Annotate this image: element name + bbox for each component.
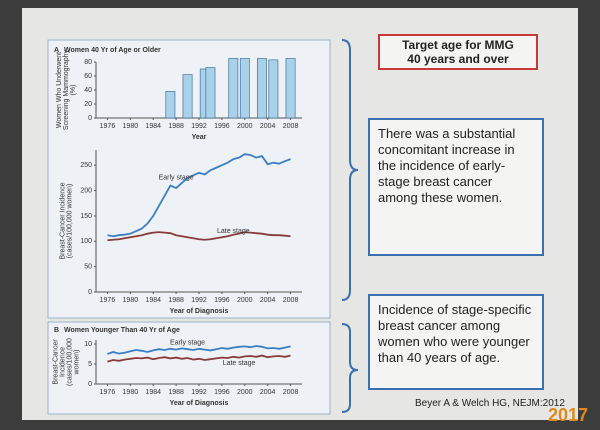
- x-tick-label: 2008: [283, 389, 299, 396]
- y-tick-label: 0: [88, 115, 92, 122]
- x-tick-label: 1980: [123, 123, 139, 130]
- box-line: Target age for MMG: [402, 38, 514, 52]
- bar: [205, 67, 216, 119]
- x-axis-title: Year of Diagnosis: [170, 400, 229, 407]
- y-axis-title: Incidence: [59, 347, 66, 377]
- target-box: Target age for MMG 40 years and over: [378, 34, 538, 70]
- x-tick-label: 2000: [237, 297, 253, 304]
- x-tick-label: 1996: [214, 297, 230, 304]
- x-tick-label: 1992: [191, 389, 207, 396]
- x-tick-label: 1992: [191, 123, 207, 130]
- bar: [239, 58, 250, 119]
- y-tick-label: 100: [80, 238, 92, 245]
- box-line: 40 years and over: [407, 52, 509, 66]
- x-tick-label: 1976: [100, 123, 116, 130]
- x-tick-label: 1980: [123, 389, 139, 396]
- x-axis-title: Year: [192, 134, 207, 141]
- younger-box: Incidence of stage-specific breast cance…: [368, 294, 544, 390]
- citation: Beyer A & Welch HG, NEJM:2012: [415, 398, 565, 409]
- y-tick-label: 200: [80, 187, 92, 194]
- y-tick-label: 0: [88, 289, 92, 296]
- y-tick-label: 250: [80, 162, 92, 169]
- bar: [165, 91, 176, 119]
- y-axis-title: Screening Mammography: [63, 49, 70, 130]
- bar: [228, 58, 239, 119]
- y-tick-label: 80: [84, 59, 92, 66]
- series-label: Late stage: [223, 360, 256, 367]
- y-axis-title: women): [73, 350, 80, 376]
- y-tick-label: 150: [80, 213, 92, 220]
- x-tick-label: 1984: [145, 389, 161, 396]
- y-axis-title: Women Who Underwent: [56, 52, 63, 128]
- date-stamp: 2017: [548, 405, 589, 425]
- x-tick-label: 1988: [168, 389, 184, 396]
- y-axis-title: (cases/100,000 women): [66, 184, 73, 259]
- x-tick-label: 1980: [123, 297, 139, 304]
- bar: [268, 59, 279, 119]
- panel-letter: A: [54, 47, 59, 54]
- y-axis-title: (%): [70, 85, 77, 96]
- x-tick-label: 1996: [214, 389, 230, 396]
- x-tick-label: 1976: [100, 389, 116, 396]
- x-tick-label: 2004: [260, 297, 276, 304]
- y-tick-label: 0: [88, 381, 92, 388]
- x-tick-label: 2004: [260, 123, 276, 130]
- series-label: Late stage: [217, 228, 250, 235]
- x-tick-label: 1988: [168, 297, 184, 304]
- bar: [285, 58, 296, 119]
- y-tick-label: 40: [84, 87, 92, 94]
- brace: [341, 323, 359, 413]
- panel-letter: B: [54, 327, 59, 334]
- series-label: Early stage: [159, 175, 194, 182]
- bar: [182, 74, 193, 119]
- x-tick-label: 2008: [283, 123, 299, 130]
- series-line: [107, 345, 291, 355]
- x-tick-label: 1992: [191, 297, 207, 304]
- x-tick-label: 2000: [237, 123, 253, 130]
- y-tick-label: 60: [84, 73, 92, 80]
- series-line: [107, 231, 291, 242]
- y-axis-title: (cases/100,000: [66, 338, 73, 386]
- x-tick-label: 1984: [145, 297, 161, 304]
- series-label: Early stage: [170, 340, 205, 347]
- x-tick-label: 1984: [145, 123, 161, 130]
- x-axis-title: Year of Diagnosis: [170, 308, 229, 315]
- x-tick-label: 2004: [260, 389, 276, 396]
- panel-title: Women Younger Than 40 Yr of Age: [64, 327, 180, 334]
- panel-title: Women 40 Yr of Age or Older: [64, 47, 161, 54]
- y-axis-title: Breast-Cancer: [52, 339, 59, 385]
- x-tick-label: 1996: [214, 123, 230, 130]
- panel-b: [47, 321, 331, 415]
- series-line: [107, 153, 291, 238]
- finding-box: There was a substantial concomitant incr…: [368, 118, 544, 256]
- y-axis-title: Breast-Cancer Incidence: [59, 182, 66, 259]
- brace: [341, 39, 359, 301]
- y-tick-label: 10: [84, 341, 92, 348]
- x-tick-label: 1976: [100, 297, 116, 304]
- y-tick-label: 5: [88, 361, 92, 368]
- x-tick-label: 2000: [237, 389, 253, 396]
- y-tick-label: 20: [84, 101, 92, 108]
- x-tick-label: 1988: [168, 123, 184, 130]
- series-line: [107, 354, 291, 363]
- x-tick-label: 2008: [283, 297, 299, 304]
- bar: [257, 58, 267, 119]
- y-tick-label: 50: [84, 263, 92, 270]
